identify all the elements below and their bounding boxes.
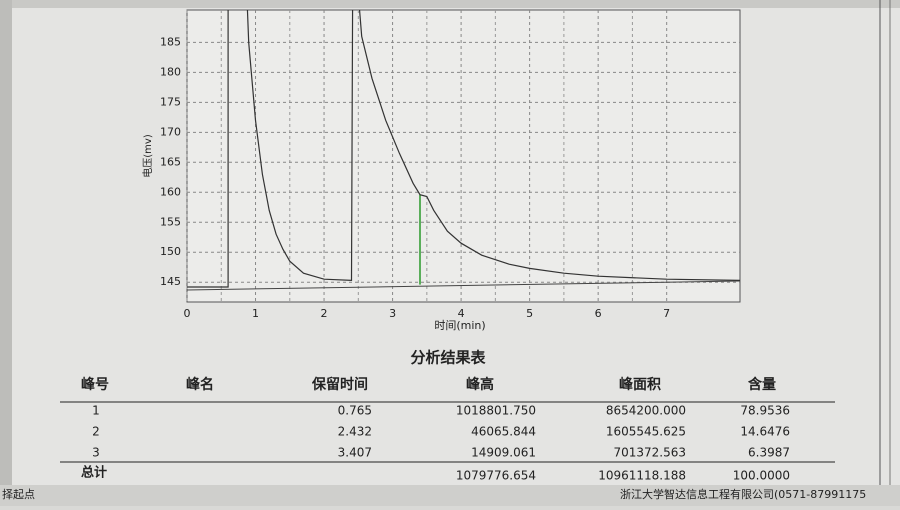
table-cell: 46065.844 — [471, 425, 536, 439]
y-tick-label: 145 — [160, 275, 181, 288]
x-tick-label: 6 — [595, 307, 602, 320]
left-edge — [0, 0, 12, 506]
table-cell: 1018801.750 — [456, 404, 536, 418]
table-cell: 701372.563 — [613, 446, 686, 460]
table-cell: 14.6476 — [740, 425, 790, 439]
y-tick-label: 175 — [160, 95, 181, 108]
table-cell: 1605545.625 — [606, 425, 686, 439]
baseline — [187, 280, 740, 291]
y-tick-label: 150 — [160, 245, 181, 258]
total-cell: 1079776.654 — [456, 469, 536, 483]
x-tick-label: 0 — [184, 307, 191, 320]
toolbar — [0, 0, 900, 8]
x-tick-label: 2 — [321, 307, 328, 320]
table-header: 保留时间 — [311, 376, 368, 393]
status-bar — [0, 485, 900, 506]
y-tick-label: 185 — [160, 35, 181, 48]
table-cell: 3.407 — [338, 446, 372, 460]
x-tick-label: 4 — [458, 307, 465, 320]
plot-area — [186, 9, 741, 303]
y-tick-label: 170 — [160, 125, 181, 138]
table-cell: 6.3987 — [748, 446, 790, 460]
table-header: 峰面积 — [619, 376, 661, 393]
table-header: 峰高 — [466, 376, 494, 393]
y-tick-label: 160 — [160, 185, 181, 198]
table-cell: 3 — [92, 446, 100, 460]
x-tick-label: 3 — [389, 307, 396, 320]
table-header: 峰号 — [81, 376, 109, 393]
total-cell: 10961118.188 — [598, 469, 686, 483]
y-tick-label: 180 — [160, 65, 181, 78]
x-tick-label: 7 — [663, 307, 670, 320]
status-left: 择起点 — [2, 487, 35, 501]
table-header: 峰名 — [186, 376, 214, 393]
status-right: 浙江大学智达信息工程有限公司(0571-87991175 — [620, 487, 866, 501]
table-cell: 2.432 — [338, 425, 372, 439]
y-axis-label: 电压(mv) — [141, 134, 154, 178]
total-label: 总计 — [81, 465, 107, 481]
table-title: 分析结果表 — [410, 349, 486, 367]
x-axis-label: 时间(min) — [434, 319, 485, 332]
y-tick-label: 155 — [160, 215, 181, 228]
x-tick-label: 5 — [526, 307, 533, 320]
table-cell: 14909.061 — [471, 446, 536, 460]
x-tick-label: 1 — [252, 307, 259, 320]
table-cell: 0.765 — [338, 404, 372, 418]
y-tick-label: 165 — [160, 155, 181, 168]
table-cell: 2 — [92, 425, 100, 439]
total-cell: 100.0000 — [733, 469, 790, 483]
table-cell: 78.9536 — [740, 404, 790, 418]
table-header: 含量 — [748, 376, 776, 393]
table-cell: 8654200.000 — [606, 404, 686, 418]
table-cell: 1 — [92, 404, 100, 418]
signal-line — [187, 10, 740, 288]
